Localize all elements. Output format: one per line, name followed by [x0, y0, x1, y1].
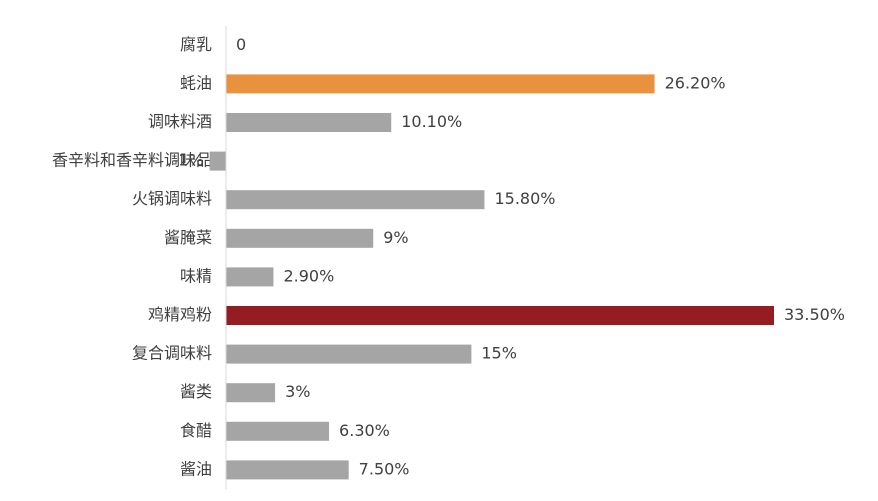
bar — [226, 267, 274, 287]
value-label: 26.20% — [665, 73, 726, 92]
category-label: 酱类 — [180, 382, 212, 401]
category-label: 食醋 — [180, 421, 212, 440]
category-label: 腐乳 — [180, 35, 212, 54]
bar — [226, 113, 392, 132]
value-label: 15% — [481, 344, 517, 363]
value-label: 15.80% — [494, 189, 555, 208]
value-label: 0 — [236, 35, 246, 54]
value-label: 7.50% — [359, 459, 410, 478]
category-label: 酱油 — [180, 459, 212, 478]
bar — [226, 228, 374, 248]
bar — [226, 306, 774, 325]
category-label: 酱腌菜 — [164, 228, 212, 247]
category-label: 鸡精鸡粉 — [148, 305, 212, 324]
bar — [226, 421, 330, 441]
bar — [209, 151, 226, 171]
bar — [226, 460, 349, 480]
value-label: 9% — [383, 228, 408, 247]
category-label: 复合调味料 — [132, 344, 212, 363]
value-label: 3% — [285, 382, 310, 401]
value-label: 10.10% — [401, 112, 462, 131]
category-label: 蚝油 — [180, 73, 212, 92]
value-label: 33.50% — [784, 305, 845, 324]
category-label: 味精 — [180, 266, 212, 285]
bar — [226, 344, 472, 364]
bar — [226, 383, 276, 403]
value-label: -1% — [172, 151, 203, 170]
value-label: 2.90% — [283, 266, 334, 285]
category-label: 调味料酒 — [148, 112, 212, 131]
bar — [226, 74, 655, 94]
category-label: 香辛料和香辛料调味品 — [52, 151, 212, 170]
bar — [226, 190, 485, 210]
value-label: 6.30% — [339, 421, 390, 440]
category-label: 火锅调味料 — [132, 189, 212, 208]
